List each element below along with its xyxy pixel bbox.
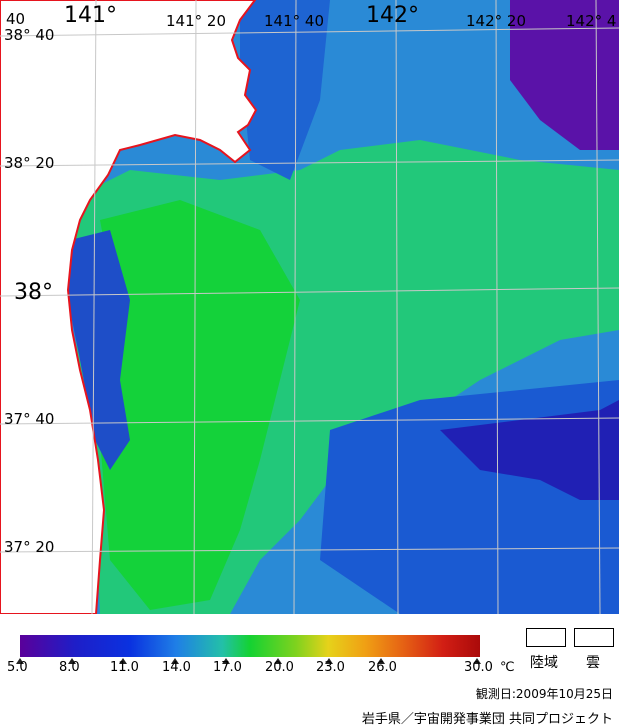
credit-line: 岩手県／宇宙開発事業団 共同プロジェクト [361,712,613,727]
colorbar-tick-mark [377,658,385,664]
parallel-line [0,417,619,425]
lat-label-37-40: 37° 40 [4,410,55,428]
meridian-line [293,0,297,614]
colorbar-tick-label: 23.0 [316,660,345,675]
colorbar-tick-mark [68,658,76,664]
cold-northeast-region [510,0,619,150]
parallel-line [0,27,619,37]
meridian-line [495,0,499,614]
map-canvas [0,0,619,614]
meridian-line [91,0,97,614]
parallel-line [0,547,619,553]
colorbar-tick-mark [473,658,481,664]
parallel-line [0,159,619,167]
observation-date: 観測日:2009年10月25日 [475,687,613,701]
cloud-swatch [574,628,614,647]
cloud-label: 雲 [586,655,600,671]
meridian-line [193,0,197,614]
colorbar-tick-mark [171,658,179,664]
lon-label-140-40: 40 [6,10,26,28]
meridian-line [595,0,601,614]
colorbar-tick-mark [119,658,127,664]
colorbar-tick-label: 14.0 [162,660,191,675]
lat-label-38: 38° [14,280,53,305]
colorbar-tick-label: 26.0 [368,660,397,675]
nearshore-north-region [240,0,330,180]
lat-label-38-20: 38° 20 [4,154,55,172]
meridian-line [395,0,399,614]
temperature-colorbar [20,635,480,657]
land-label: 陸域 [530,655,558,671]
colorbar-tick-label: 11.0 [110,660,139,675]
lon-label-142-20: 142° 20 [466,12,526,30]
sea-surface-temperature-map: 141° 141° 20 141° 40 142° 142° 20 142° 4… [0,0,619,614]
legend: 5.0 8.0 11.0 14.0 17.0 20.0 23.0 26.0 30.0 ℃ 陸域 … [0,614,619,727]
lon-label-142-40: 142° 4 [566,12,617,30]
lat-label-38-40: 38° 40 [4,26,55,44]
lat-lon-grid [0,0,619,614]
lon-label-142: 142° [366,3,419,28]
colorbar-tick-label: 5.0 [7,660,28,675]
lon-label-141-40: 141° 40 [264,12,324,30]
warmest-water-region [100,200,300,610]
parallel-line [0,287,619,297]
colorbar-tick-mark [325,658,333,664]
colorbar-tick-mark [222,658,230,664]
nearshore-west-region [68,230,130,470]
colorbar-tick-label: 8.0 [59,660,80,675]
lat-label-37-20: 37° 20 [4,538,55,556]
lon-label-141-20: 141° 20 [166,12,226,30]
land-area [0,0,258,614]
coldest-water-region [440,400,619,500]
colorbar-tick-label: 17.0 [213,660,242,675]
colorbar-tick-label: 20.0 [265,660,294,675]
lon-label-141: 141° [64,3,117,28]
colorbar-tick-label: 30.0 [464,660,493,675]
land-swatch [526,628,566,647]
temperature-unit: ℃ [500,660,515,675]
colorbar-tick-mark [274,658,282,664]
colorbar-tick-mark [16,658,24,664]
